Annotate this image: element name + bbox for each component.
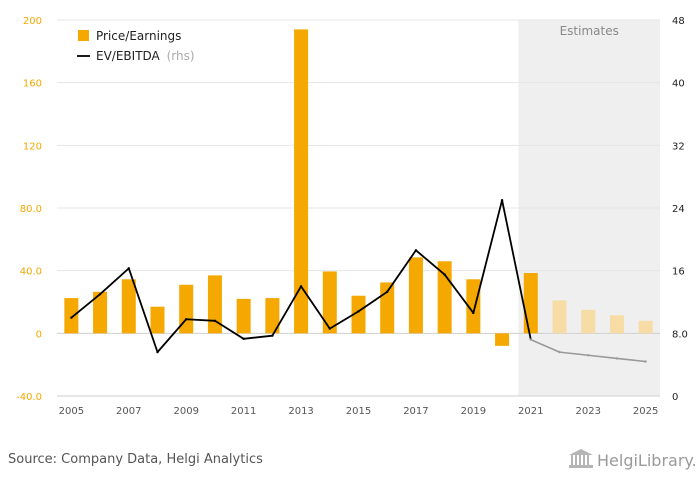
library-building-icon (569, 449, 593, 468)
bar-2011 (236, 298, 251, 334)
ev-ebitda-point-2020 (500, 198, 504, 202)
ev-ebitda-point-2011 (242, 337, 245, 341)
bar-2006 (93, 291, 108, 334)
ev-ebitda-point-2005 (70, 316, 73, 319)
ev-ebitda-point-2014 (328, 327, 331, 330)
left-tick-label: 160 (23, 79, 42, 90)
bar-2016 (380, 282, 395, 334)
bar-2005 (64, 298, 79, 334)
x-axis-ticks: 2005 2007 2009 2011 2013 2015 2017 2019 2021 2023… (59, 406, 659, 417)
bar-2015 (351, 295, 366, 334)
ev-ebitda-point-2006 (98, 292, 102, 296)
bar-2014 (322, 271, 337, 334)
left-tick-label: 200 (23, 16, 42, 27)
right-tick-label: 48 (672, 16, 685, 27)
bar-2019 (466, 279, 481, 334)
x-tick-label: 2021 (518, 406, 543, 417)
bar-2008 (150, 306, 165, 334)
legend-price-earnings-swatch (78, 30, 89, 41)
estimates-label: Estimates (560, 24, 619, 38)
ev-ebitda-line (70, 198, 647, 363)
x-tick-label: 2007 (116, 406, 141, 417)
bar-2023 (581, 309, 596, 334)
ev-ebitda-point-2016 (386, 290, 389, 294)
ev-ebitda-point-2018 (443, 273, 446, 276)
left-tick-label: 120 (23, 141, 42, 152)
legend-ev-ebitda-text: EV/EBITDA (rhs) (96, 49, 195, 63)
ev-ebitda-point-2021 (529, 338, 532, 341)
gridlines (57, 19, 660, 397)
right-tick-label: 32 (672, 141, 685, 152)
ev-ebitda-point-2024 (615, 357, 619, 360)
bar-2010 (207, 275, 222, 334)
ev-ebitda-point-2010 (213, 319, 217, 322)
x-tick-label: 2019 (461, 406, 486, 417)
right-tick-label: 24 (672, 204, 685, 215)
right-tick-label: 8.0 (672, 329, 688, 340)
right-axis-ticks: 0 8.0 16 24 32 40 48 (672, 16, 688, 403)
x-tick-label: 2013 (288, 406, 313, 417)
legend-ev-ebitda-label: EV/EBITDA (96, 49, 161, 63)
bar-2007 (121, 279, 136, 334)
x-tick-label: 2017 (403, 406, 428, 417)
left-tick-label: -40.0 (16, 392, 42, 403)
bar-2024 (609, 315, 624, 334)
bar-2021 (523, 273, 538, 334)
right-tick-label: 40 (672, 79, 685, 90)
ev-ebitda-point-2013 (299, 285, 303, 288)
bar-2022 (552, 300, 567, 334)
right-tick-label: 16 (672, 267, 685, 278)
x-tick-label: 2025 (633, 406, 658, 417)
legend-ev-ebitda-rhs: (rhs) (167, 49, 195, 63)
bar-2025 (638, 320, 653, 334)
legend-price-earnings-label: Price/Earnings (96, 29, 181, 43)
x-tick-label: 2009 (173, 406, 198, 417)
right-tick-label: 0 (672, 392, 678, 403)
bar-2013 (294, 29, 309, 334)
ev-ebitda-point-2007 (127, 267, 130, 270)
ev-ebitda-point-2022 (558, 350, 561, 354)
x-tick-label: 2005 (59, 406, 84, 417)
ev-ebitda-point-2015 (357, 310, 360, 313)
bar-2018 (437, 261, 452, 334)
ev-ebitda-point-2009 (185, 318, 188, 321)
source-note: Source: Company Data, Helgi Analytics (8, 452, 263, 467)
legend: Price/Earnings EV/EBITDA (rhs) (77, 29, 195, 63)
bar-2012 (265, 298, 280, 334)
left-tick-label: 0 (36, 329, 42, 340)
left-tick-label: 40.0 (20, 267, 42, 278)
bar-2017 (408, 257, 423, 334)
helgi-library-logo: HelgiLibrary. (569, 449, 697, 470)
brand-name: HelgiLibrary. (597, 451, 697, 470)
bar-2020 (495, 333, 510, 346)
ev-ebitda-point-2019 (472, 311, 475, 315)
ev-ebitda-point-2025 (644, 360, 647, 363)
ev-ebitda-point-2012 (271, 334, 274, 337)
ev-ebitda-point-2023 (587, 354, 590, 357)
ev-ebitda-point-2008 (156, 350, 159, 354)
ev-ebitda-point-2017 (414, 249, 418, 252)
left-tick-label: 80.0 (20, 204, 42, 215)
bar-2009 (179, 284, 194, 334)
x-tick-label: 2011 (231, 406, 256, 417)
x-tick-label: 2023 (575, 406, 600, 417)
x-tick-label: 2015 (346, 406, 371, 417)
left-axis-ticks: -40.0 0 40.0 80.0 120 160 200 (16, 16, 42, 403)
